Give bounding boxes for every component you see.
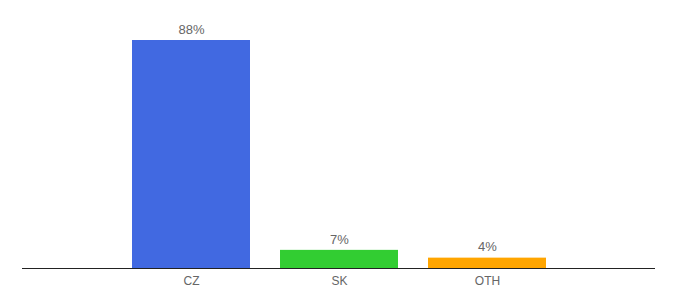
svg-text:4%: 4%	[478, 239, 497, 254]
svg-text:SK: SK	[331, 274, 347, 288]
svg-text:88%: 88%	[178, 22, 204, 37]
svg-text:OTH: OTH	[475, 274, 500, 288]
svg-text:CZ: CZ	[184, 274, 200, 288]
svg-text:7%: 7%	[330, 232, 349, 247]
